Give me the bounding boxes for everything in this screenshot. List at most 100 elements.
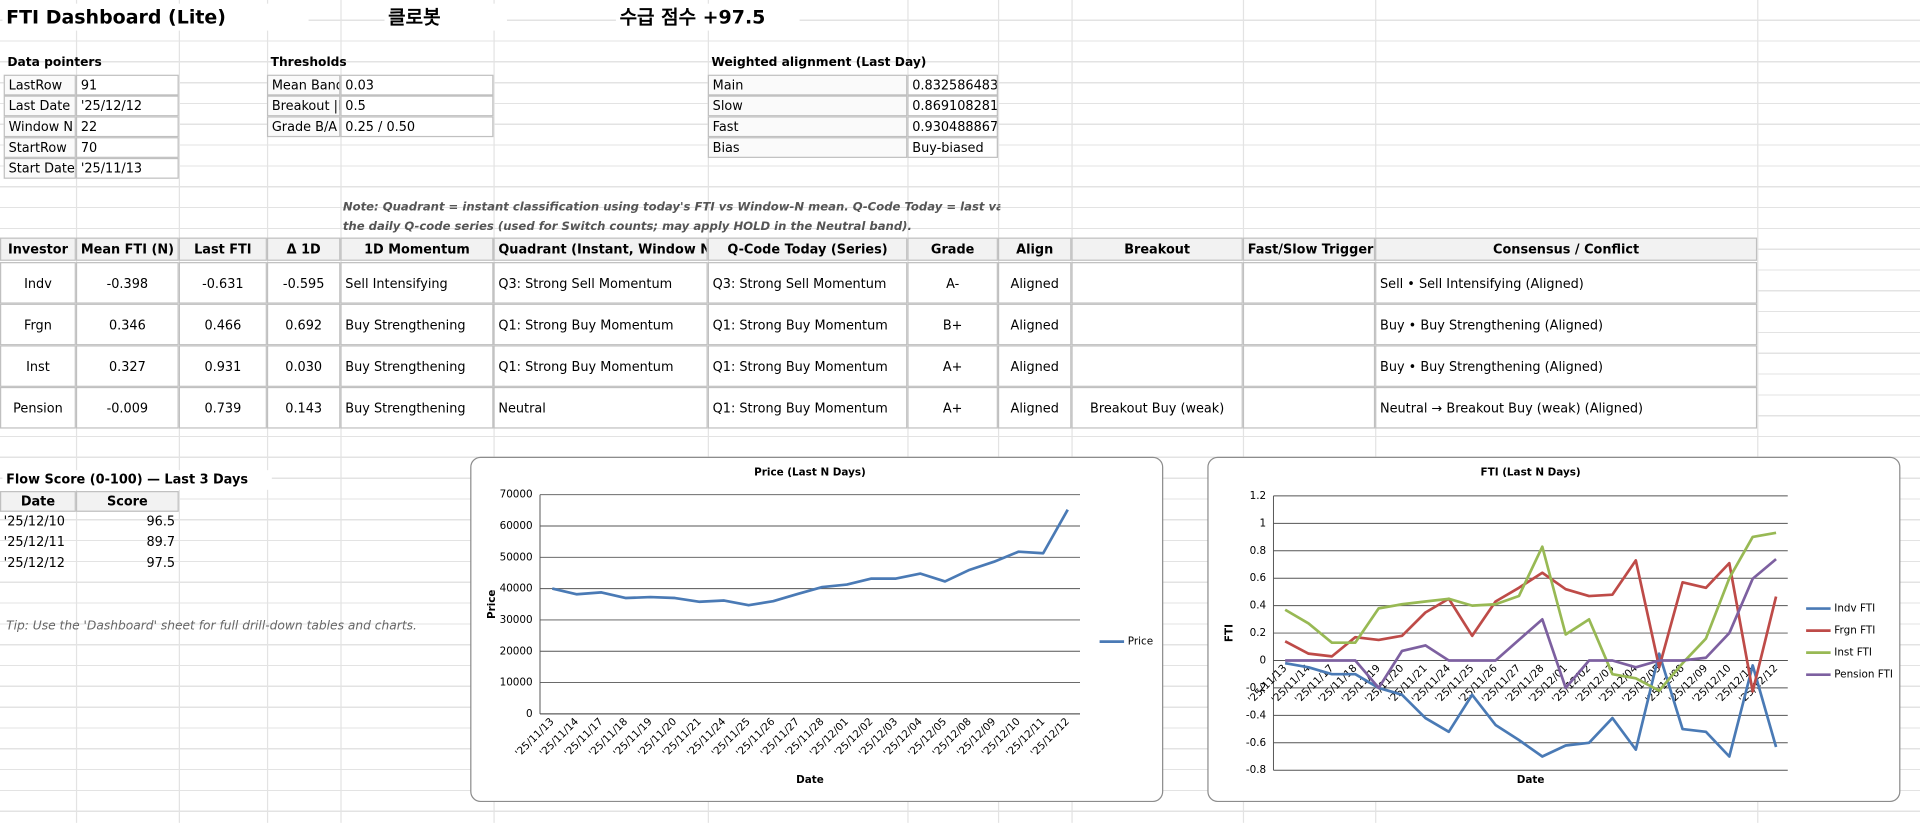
table-cell [1071,303,1243,346]
y-tick-label: -0.8 [1246,764,1266,776]
table-header: Q-Code Today (Series) [707,237,908,261]
row-label: Start Date [3,157,76,179]
series-line [1285,558,1777,690]
series-line [1284,559,1778,693]
table-cell: Breakout Buy (weak) [1071,386,1243,429]
table-cell: Q1: Strong Buy Momentum [493,345,708,387]
row-label: Mean Band [266,74,341,96]
row-label: Breakout |L [266,95,341,117]
y-tick-label: 0.8 [1250,545,1267,557]
table-cell [1071,262,1243,304]
series-line [1284,531,1777,693]
x-axis-label: Date [796,774,824,786]
table-cell: Q1: Strong Buy Momentum [707,386,908,429]
row-label: Last Date [3,95,76,117]
table-cell: 0.931 [178,345,267,387]
table-cell: A- [907,262,998,304]
row-label: Slow [707,95,908,117]
table-cell [1071,345,1243,387]
date-cell: '25/12/11 [3,535,65,550]
table-cell: 0.466 [178,303,267,346]
column-line [1757,0,1759,823]
table-cell: Pension [0,386,76,429]
table-cell: B+ [907,303,998,346]
row-value: 0.930488867 [907,116,998,138]
table-cell: 0.327 [75,345,179,387]
table-cell: 0.692 [266,303,341,346]
title: FTI Dashboard (Lite) [2,3,309,31]
y-tick-label: 0.6 [1250,572,1267,584]
legend-label: Frgn FTI [1834,625,1875,637]
chart-title: Price (Last N Days) [754,467,866,479]
score-cell: 96.5 [146,514,176,529]
table-cell: Frgn [0,303,76,346]
table-header: Breakout [1071,237,1243,261]
table-cell: Aligned [997,303,1072,346]
row-value: 22 [75,116,179,138]
y-tick-label: 70000 [500,489,533,501]
table-cell: Aligned [997,386,1072,429]
row-value: 70 [75,137,179,158]
table-header: Align [997,237,1072,261]
table-cell: -0.009 [75,386,179,429]
table-cell: Q1: Strong Buy Momentum [707,303,908,346]
row-label: LastRow [3,74,76,96]
company-name: 클로봇 [384,3,507,31]
table-cell: Buy • Buy Strengthening (Aligned) [1375,303,1758,346]
y-tick-label: -0.2 [1246,682,1266,694]
row-value: Buy-biased [907,137,998,158]
row-value: 0.25 / 0.50 [340,116,494,138]
note: Note: Quadrant = instant classification … [342,200,1001,215]
table-cell: Q1: Strong Buy Momentum [493,303,708,346]
table-cell: Neutral → Breakout Buy (weak) (Aligned) [1375,386,1758,429]
y-tick-label: 1 [1259,517,1266,529]
row-value: '25/11/13 [75,157,179,179]
table-header: 1D Momentum [340,237,494,261]
row-label: Window N [3,116,76,138]
y-tick-label: 0 [526,708,533,720]
table-header: Quadrant (Instant, Window N) [493,237,708,261]
row-value: 0.5 [340,95,494,117]
date-cell: '25/12/10 [3,514,65,529]
table-header: Date [0,491,76,512]
table-header: Last FTI [178,237,267,261]
table-cell: Buy Strengthening [340,303,494,346]
table-cell [1242,386,1376,429]
y-tick-label: -0.4 [1246,709,1267,721]
table-header: Mean FTI (N) [75,237,179,261]
table-cell: Q3: Strong Sell Momentum [707,262,908,304]
row-label: Fast [707,116,908,138]
table-cell: Inst [0,345,76,387]
table-cell [1242,345,1376,387]
score-cell: 97.5 [146,555,176,571]
row-value: '25/12/12 [75,95,179,117]
y-tick-label: 60000 [500,520,533,532]
date-cell: '25/12/12 [3,555,65,571]
legend-label: Indv FTI [1834,603,1875,615]
section-title: Data pointers [7,56,102,70]
row-value: 91 [75,74,179,96]
table-cell: 0.739 [178,386,267,429]
table-cell: Buy Strengthening [340,345,494,387]
row-label: Bias [707,137,908,158]
table-cell [1242,303,1376,346]
y-tick-label: 40000 [500,583,533,595]
y-tick-label: 0.4 [1250,600,1267,612]
flow-score-headline: 수급 점수 +97.5 [615,3,800,31]
y-tick-label: 0 [1259,654,1266,666]
table-cell: Indv [0,262,76,304]
y-tick-label: 30000 [500,614,533,626]
note: the daily Q-code series (used for Switch… [342,220,912,234]
table-header: Δ 1D [266,237,341,261]
legend-label: Price [1128,636,1153,648]
section-title: Flow Score (0-100) — Last 3 Days [2,470,272,490]
table-cell: Buy Strengthening [340,386,494,429]
y-tick-label: 20000 [500,645,533,657]
series-line [1284,652,1778,758]
table-cell: 0.346 [75,303,179,346]
table-cell: A+ [907,386,998,429]
table-cell: -0.595 [266,262,341,304]
x-axis-label: Date [1517,774,1545,786]
